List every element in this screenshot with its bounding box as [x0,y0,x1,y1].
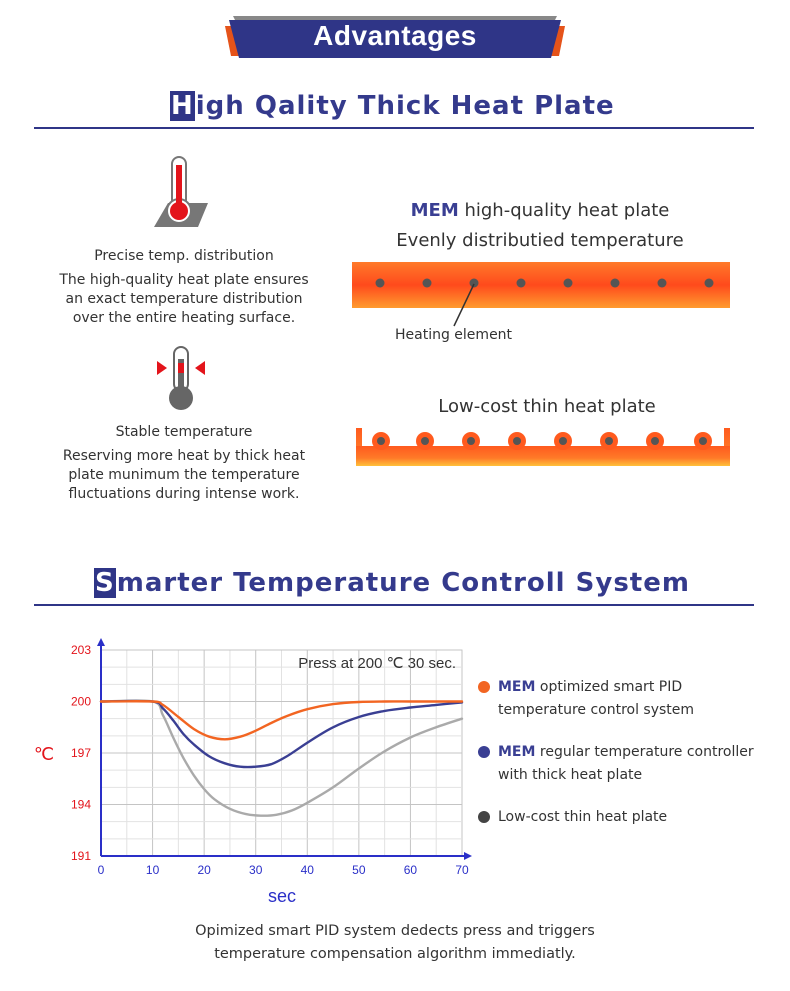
y-tick-label: 200 [71,695,91,709]
y-tick-label: 194 [71,798,91,812]
thin-heat-plate-graphic [352,426,732,468]
y-tick-label: 203 [71,643,91,657]
thermometer-hot-icon [150,155,216,230]
brand-mem: MEM [411,200,459,221]
legend-text-line2: temperature control system [478,699,778,722]
x-tick-label: 50 [352,863,366,877]
feature1-description: The high-quality heat plate ensures an e… [44,271,324,328]
feature1-line: an exact temperature distribution [44,290,324,309]
feature1-line: The high-quality heat plate ensures [44,271,324,290]
chart-title: Press at 200 ℃ 30 sec. [298,655,456,672]
thick-plate-caption-text: high-quality heat plate [464,200,669,221]
feature1-title: Precise temp. distribution [54,248,314,264]
chart-xlabel: sec [268,886,296,906]
brand-mem: MEM [498,744,535,760]
section2-divider [34,604,754,606]
gray-dot-icon [478,811,490,823]
x-tick-label: 20 [197,863,211,877]
x-tick-label: 70 [455,863,469,877]
x-tick-label: 10 [146,863,160,877]
legend-text: regular temperature controller [540,744,754,760]
section1-title-initial: H [170,91,195,121]
feature2-line: plate munimum the temperature [44,466,324,485]
feature2-title: Stable temperature [54,424,314,440]
x-tick-label: 0 [98,863,105,877]
section2-title-initial: S [94,568,116,598]
feature2-line: Reserving more heat by thick heat [44,447,324,466]
section1-title: High Qality Thick Heat Plate [170,91,615,121]
feature2-description: Reserving more heat by thick heat plate … [44,447,324,504]
y-tick-label: 197 [71,746,91,760]
thick-heat-plate-graphic [352,262,730,308]
heating-element-pointer [450,280,480,330]
feature1-line: over the entire heating surface. [44,309,324,328]
thick-plate-subcaption: Evenly distributied temperature [340,230,740,251]
y-tick-label: 191 [71,849,91,863]
section2-title: Smarter Temperature Controll System [94,568,690,598]
thin-plate-caption: Low-cost thin heat plate [340,396,754,417]
brand-mem: MEM [498,679,535,695]
legend-text-line2: with thick heat plate [478,764,778,787]
navy-dot-icon [478,746,490,758]
feature2-line: fluctuations during intense work. [44,485,324,504]
footer-line: Opimized smart PID system dedects press … [95,920,695,943]
chart-grid [101,650,462,856]
chart-ylabel: ℃ [34,744,54,764]
temperature-chart: 0 10 20 30 40 50 60 70 191 194 197 200 203 Press at … [30,636,480,916]
legend-item-thin: Low-cost thin heat plate [478,806,778,829]
section1-title-rest: igh Qality Thick Heat Plate [196,91,615,121]
footer-line: temperature compensation algorithm immed… [95,943,695,966]
advantages-title: Advantages [225,20,565,52]
legend-item-regular: MEM regular temperature controller with … [478,741,778,787]
x-tick-label: 30 [249,863,263,877]
x-tick-label: 60 [404,863,418,877]
heating-element-label: Heating element [395,327,512,343]
footer-note: Opimized smart PID system dedects press … [95,920,695,966]
section1-divider [34,127,754,129]
chart-legend: MEM optimized smart PID temperature cont… [478,676,778,829]
legend-item-optimized: MEM optimized smart PID temperature cont… [478,676,778,722]
legend-text: Low-cost thin heat plate [498,809,667,825]
x-axis-arrow-icon [464,852,472,860]
thermometer-stable-icon [155,345,207,413]
legend-text: optimized smart PID [540,679,682,695]
thick-plate-caption: MEM high-quality heat plate [340,200,740,221]
y-axis-arrow-icon [97,638,105,646]
x-tick-label: 40 [301,863,315,877]
orange-dot-icon [478,681,490,693]
section2-title-rest: marter Temperature Controll System [117,568,690,598]
